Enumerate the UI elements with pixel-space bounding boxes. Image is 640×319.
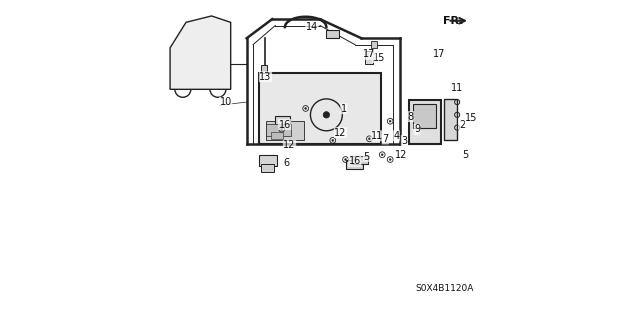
Text: 15: 15 <box>372 53 385 63</box>
Text: 12: 12 <box>284 140 296 150</box>
Bar <box>410 100 441 144</box>
Text: 16: 16 <box>349 156 361 166</box>
Bar <box>261 65 267 73</box>
Circle shape <box>305 108 307 109</box>
Bar <box>413 104 436 128</box>
Bar <box>326 30 339 38</box>
Circle shape <box>281 128 283 130</box>
Bar <box>266 121 304 140</box>
Bar <box>186 65 199 73</box>
Text: 2: 2 <box>459 120 465 130</box>
Text: 13: 13 <box>259 72 271 82</box>
Text: 9: 9 <box>414 124 420 134</box>
Bar <box>371 41 378 48</box>
Bar <box>271 132 284 139</box>
Bar <box>180 35 196 57</box>
Bar <box>275 116 290 126</box>
Text: 4: 4 <box>394 131 399 141</box>
Text: 10: 10 <box>220 97 232 107</box>
Text: 7: 7 <box>382 134 388 144</box>
Bar <box>261 164 274 172</box>
Text: 8: 8 <box>408 112 414 122</box>
Text: 12: 12 <box>395 150 407 160</box>
Text: 5: 5 <box>462 150 468 160</box>
Circle shape <box>323 112 330 118</box>
Text: 17: 17 <box>363 49 376 59</box>
Text: 15: 15 <box>465 113 477 123</box>
Circle shape <box>344 159 346 160</box>
Text: 11: 11 <box>451 83 463 93</box>
Text: FR.: FR. <box>443 16 463 26</box>
Bar <box>259 73 381 144</box>
Text: S0X4B1120A: S0X4B1120A <box>416 285 474 293</box>
Text: 1: 1 <box>340 104 347 114</box>
Bar <box>352 156 368 164</box>
Bar <box>193 77 199 81</box>
Circle shape <box>389 159 391 160</box>
Circle shape <box>332 139 333 141</box>
Text: 17: 17 <box>433 49 445 59</box>
Bar <box>266 124 291 136</box>
Circle shape <box>369 138 371 140</box>
Text: 12: 12 <box>334 128 347 137</box>
Bar <box>346 160 363 169</box>
Bar <box>365 51 372 64</box>
Text: 5: 5 <box>363 152 369 161</box>
Polygon shape <box>170 16 230 89</box>
Text: 14: 14 <box>306 22 318 32</box>
Bar <box>199 35 218 57</box>
Text: 6: 6 <box>284 158 289 168</box>
Circle shape <box>389 120 391 122</box>
Text: 3: 3 <box>401 136 408 145</box>
Bar <box>259 155 277 166</box>
Bar <box>444 99 457 140</box>
Circle shape <box>381 154 383 156</box>
Text: 11: 11 <box>371 131 383 141</box>
Text: 16: 16 <box>278 120 291 130</box>
